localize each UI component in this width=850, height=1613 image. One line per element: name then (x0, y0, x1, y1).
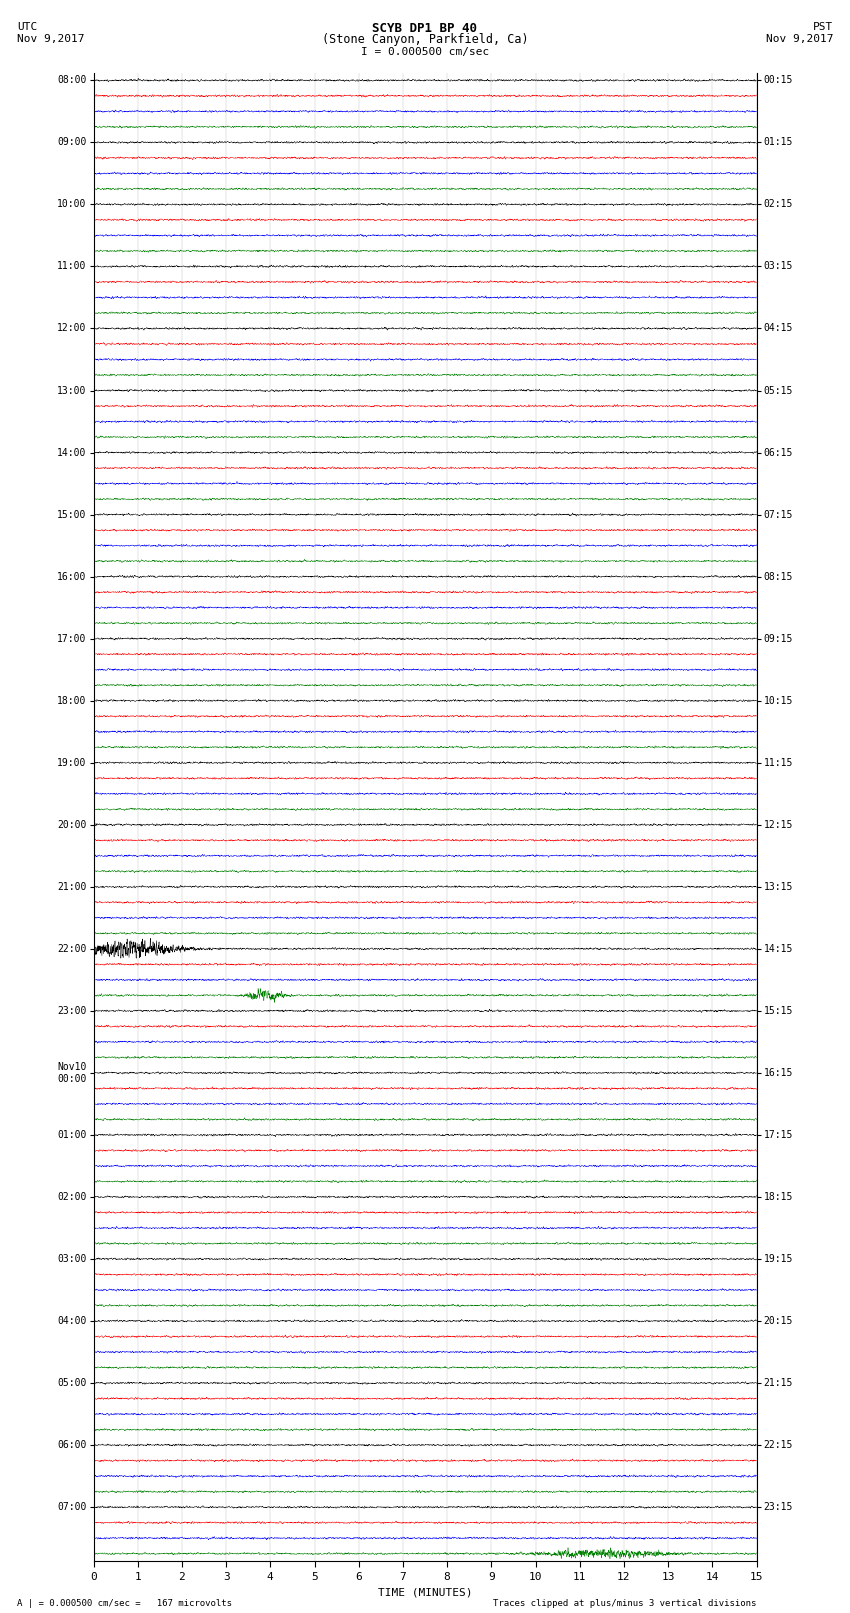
Text: Nov 9,2017: Nov 9,2017 (766, 34, 833, 44)
Text: A | = 0.000500 cm/sec =   167 microvolts: A | = 0.000500 cm/sec = 167 microvolts (17, 1598, 232, 1608)
Text: Traces clipped at plus/minus 3 vertical divisions: Traces clipped at plus/minus 3 vertical … (493, 1598, 756, 1608)
X-axis label: TIME (MINUTES): TIME (MINUTES) (377, 1587, 473, 1597)
Text: PST: PST (813, 23, 833, 32)
Text: (Stone Canyon, Parkfield, Ca): (Stone Canyon, Parkfield, Ca) (321, 32, 529, 45)
Text: SCYB DP1 BP 40: SCYB DP1 BP 40 (372, 21, 478, 35)
Text: UTC: UTC (17, 23, 37, 32)
Text: I = 0.000500 cm/sec: I = 0.000500 cm/sec (361, 47, 489, 58)
Text: Nov 9,2017: Nov 9,2017 (17, 34, 84, 44)
